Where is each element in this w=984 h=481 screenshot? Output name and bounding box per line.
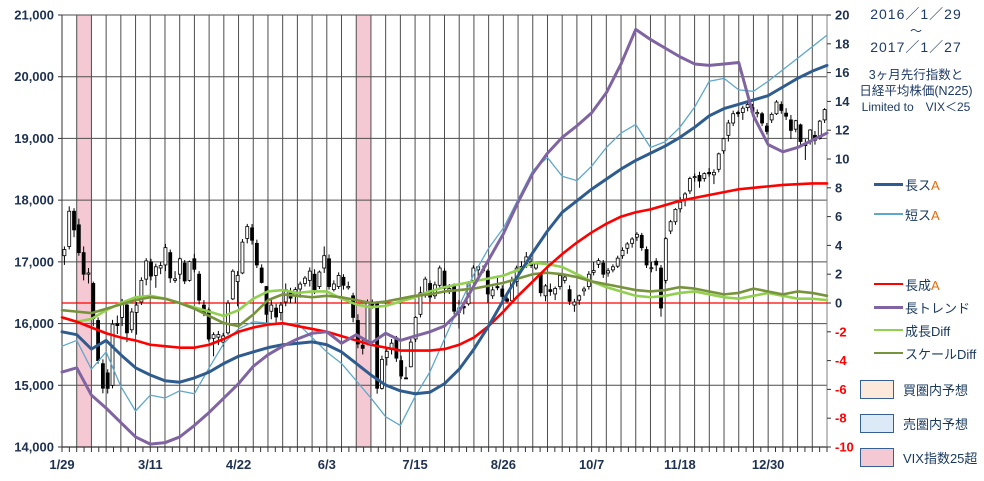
chart-subtitle-2: 日経平均株価(N225) (859, 83, 973, 98)
series-cho-trend (60, 27, 829, 446)
legend-band-item-1: 買圏内予想 (860, 379, 968, 399)
series-cho-sei-a (60, 182, 829, 352)
legend-line-swatch-cho-sei-a (874, 282, 903, 286)
grid-lines (61, 14, 828, 448)
legend-band-swatch (860, 379, 894, 399)
svg-text:16: 16 (835, 65, 849, 80)
svg-text:20,000: 20,000 (14, 69, 54, 84)
chart-subtitle-3: Limited to VIX＜25 (861, 100, 971, 115)
x-axis: 1/29 3/11 4/22 6/3 7/15 8/26 10/7 11/18 12/30 (49, 447, 828, 472)
legend-label: 成長Diff (905, 323, 951, 339)
svg-text:3/11: 3/11 (138, 457, 163, 472)
legend-label: 長成A (905, 277, 940, 293)
legend-label: スケールDiff (905, 346, 977, 362)
svg-text:4/22: 4/22 (226, 457, 251, 472)
legend-band-item-2: 売圏内予想 (860, 413, 968, 433)
legend-band-label: 売圏内予想 (903, 416, 969, 432)
svg-text:-10: -10 (835, 440, 854, 455)
legend-item-seicho-diff: 成長Diff (874, 320, 950, 340)
svg-text:6: 6 (835, 209, 842, 224)
svg-text:-2: -2 (835, 324, 847, 339)
legend-line-swatch-cho-trend (874, 305, 903, 309)
svg-text:6/3: 6/3 (318, 457, 336, 472)
svg-text:17,000: 17,000 (14, 254, 54, 269)
legend-line-swatch-tan-s-a (874, 213, 903, 215)
legend-band-swatch (860, 413, 894, 433)
svg-text:19,000: 19,000 (14, 131, 54, 146)
svg-text:20: 20 (835, 8, 849, 23)
svg-text:18,000: 18,000 (14, 193, 54, 208)
legend-line-swatch-seicho-diff (874, 328, 903, 332)
chart-subtitle-1: 3ヶ月先行指数と (868, 68, 964, 82)
legend-band-label: 買圏内予想 (903, 382, 969, 398)
period-end: 2017／1／27 (870, 38, 962, 55)
svg-text:18: 18 (835, 36, 849, 51)
svg-text:16,000: 16,000 (14, 316, 54, 331)
svg-text:10: 10 (835, 152, 849, 167)
series-scale-diff (60, 271, 829, 328)
svg-text:15,000: 15,000 (14, 378, 54, 393)
svg-text:12/30: 12/30 (752, 457, 785, 472)
svg-text:10/7: 10/7 (579, 457, 604, 472)
svg-text:8: 8 (835, 180, 842, 195)
legend-item-cho-sei-a: 長成A (874, 274, 940, 294)
chart-title-block: 2016／1／29 ～ 2017／1／27 3ヶ月先行指数と 日経平均株価(N2… (848, 6, 984, 115)
legend-label: 長スA (905, 177, 940, 193)
svg-text:4: 4 (835, 238, 843, 253)
legend-label: 短スA (905, 207, 940, 223)
svg-text:14,000: 14,000 (14, 440, 54, 455)
svg-text:0: 0 (835, 296, 842, 311)
period-tilde: ～ (909, 23, 922, 38)
svg-text:12: 12 (835, 123, 849, 138)
legend-label: 長トレンド (905, 300, 971, 316)
svg-text:7/15: 7/15 (402, 457, 427, 472)
svg-text:11/18: 11/18 (664, 457, 696, 472)
svg-text:14: 14 (835, 94, 850, 109)
period-start: 2016／1／29 (870, 6, 962, 22)
legend-item-scale-diff: スケールDiff (874, 343, 976, 363)
svg-text:8/26: 8/26 (491, 457, 516, 472)
legend-label-suffix: A (931, 177, 940, 193)
series-tan-s-a (61, 34, 828, 427)
legend-band-label: VIX指数25超 (903, 450, 978, 466)
svg-text:-6: -6 (835, 382, 847, 397)
legend-item-long-s-a: 長スA (874, 174, 940, 194)
legend-band-swatch (860, 447, 894, 467)
legend-label-suffix: A (931, 277, 940, 293)
svg-text:21,000: 21,000 (14, 8, 54, 23)
left-axis: 21,000 20,000 19,000 18,000 17,000 16,000 15,0… (14, 8, 62, 455)
svg-text:-4: -4 (835, 353, 847, 368)
legend-line-swatch-long-s-a (874, 182, 903, 186)
svg-text:2: 2 (835, 267, 842, 282)
legend-band-item-3: VIX指数25超 (860, 447, 977, 467)
svg-text:1/29: 1/29 (49, 457, 74, 472)
series-long-s-a (60, 63, 829, 396)
legend-item-cho-trend: 長トレンド (874, 297, 970, 317)
legend-item-tan-s-a: 短スA (874, 204, 940, 224)
svg-text:-8: -8 (835, 411, 847, 426)
legend-label-suffix: A (931, 207, 940, 223)
legend-line-swatch-scale-diff (874, 351, 903, 355)
